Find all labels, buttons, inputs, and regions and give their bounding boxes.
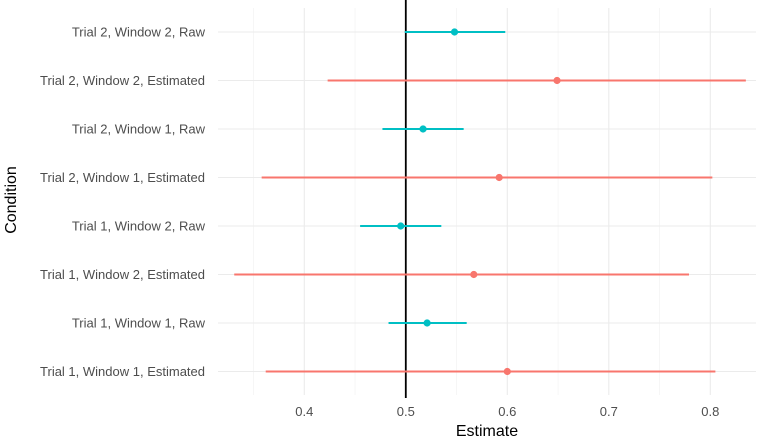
minor-gridlines [253,8,660,395]
condition-label: Trial 1, Window 1, Estimated [40,364,205,379]
x-tick-label: 0.5 [397,404,415,419]
estimate-point [397,222,405,230]
estimate-point [450,28,459,36]
estimate-point [423,319,431,327]
y-axis-title: Condition [3,166,20,234]
x-axis-title: Estimate [456,423,518,440]
estimate-point [553,76,561,85]
condition-labels: Trial 2, Window 2, Raw Trial 2, Window 2,… [40,25,206,380]
condition-label: Trial 1, Window 2, Raw [72,219,206,234]
estimate-point [419,125,427,133]
x-tick-label: 0.7 [600,404,618,419]
condition-label: Trial 1, Window 2, Estimated [40,267,205,282]
x-tick-labels: 0.4 0.5 0.6 0.7 0.8 [295,404,719,419]
estimate-point [495,173,503,182]
interval-marks [234,28,746,376]
x-tick-label: 0.4 [295,404,313,419]
condition-label: Trial 2, Window 1, Estimated [40,170,205,185]
condition-label: Trial 2, Window 2, Raw [72,25,206,40]
x-tick-label: 0.8 [701,404,719,419]
estimate-point [470,270,478,279]
estimate-point [503,367,511,376]
x-tick-label: 0.6 [498,404,516,419]
condition-label: Trial 1, Window 1, Raw [72,316,206,331]
condition-label: Trial 2, Window 1, Raw [72,122,206,137]
major-gridlines [218,8,756,395]
condition-label: Trial 2, Window 2, Estimated [40,73,205,88]
